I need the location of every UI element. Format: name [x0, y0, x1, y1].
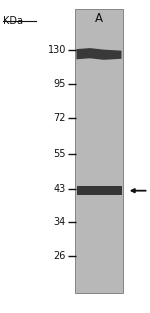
- Polygon shape: [76, 48, 122, 60]
- Text: KDa: KDa: [3, 17, 23, 27]
- Bar: [75, 9, 123, 293]
- Text: 43: 43: [54, 184, 66, 194]
- Text: A: A: [95, 12, 103, 25]
- Text: 95: 95: [54, 80, 66, 90]
- Text: 34: 34: [54, 217, 66, 227]
- Text: 130: 130: [48, 45, 66, 55]
- Text: 55: 55: [54, 149, 66, 159]
- Bar: [76, 187, 122, 195]
- Text: 26: 26: [54, 251, 66, 261]
- Text: 72: 72: [54, 113, 66, 123]
